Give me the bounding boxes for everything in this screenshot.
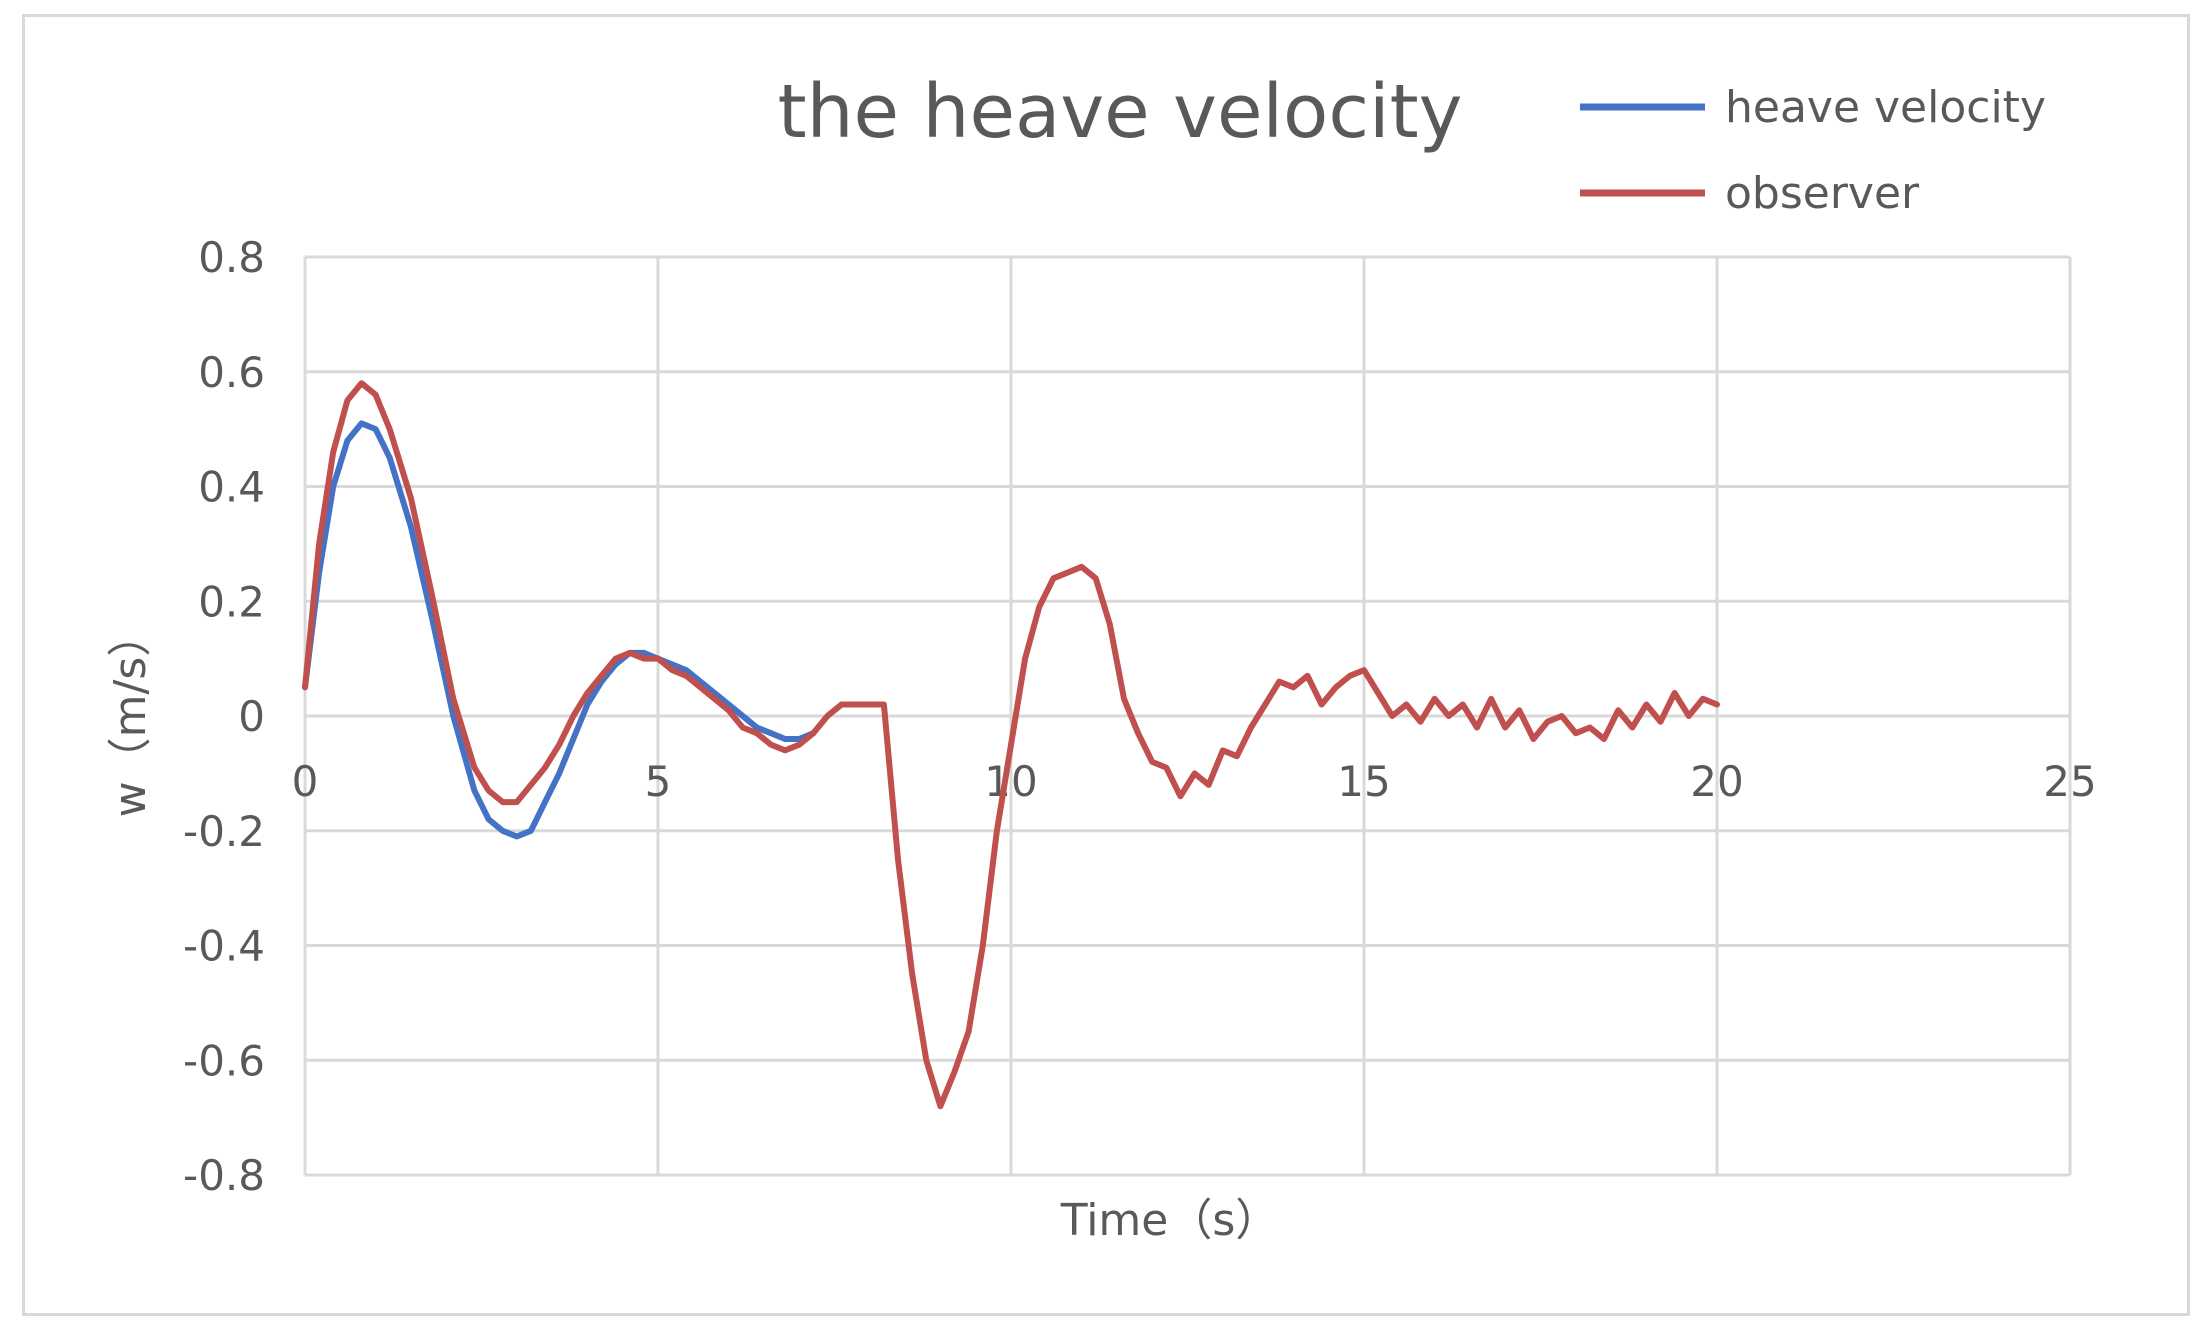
y-tick-label: 0.4	[198, 463, 265, 512]
chart-title: the heave velocity	[778, 69, 1463, 155]
y-axis-label: w（m/s）	[105, 613, 156, 818]
y-tick-label: 0	[238, 692, 265, 741]
x-tick-labels: 0 5 10 15 20 25	[292, 757, 2097, 806]
chart-frame	[22, 14, 2190, 1316]
y-tick-label: -0.4	[183, 922, 265, 971]
legend: heave velocity observer	[1580, 82, 2046, 219]
y-tick-label: 0.6	[198, 348, 265, 397]
series-line-observer	[302, 380, 1720, 1110]
legend-label-heave-velocity: heave velocity	[1725, 82, 2046, 133]
x-tick-label: 25	[2043, 757, 2096, 806]
y-tick-labels: 0.8 0.6 0.4 0.2 0 -0.2 -0.4 -0.6 -0.8	[183, 233, 265, 1200]
x-tick-label: 20	[1690, 757, 1743, 806]
y-tick-label: -0.8	[183, 1151, 265, 1200]
y-tick-label: -0.2	[183, 807, 265, 856]
x-tick-label: 15	[1337, 757, 1390, 806]
x-tick-label: 10	[984, 757, 1037, 806]
x-tick-label: 0	[292, 757, 319, 806]
series-lines	[302, 380, 1720, 1110]
series-line-heave-velocity	[302, 420, 817, 840]
grid-lines	[303, 255, 2072, 1177]
x-axis-label: Time（s）	[1060, 1195, 1280, 1246]
y-tick-label: 0.2	[198, 577, 265, 626]
x-tick-label: 5	[645, 757, 672, 806]
legend-label-observer: observer	[1725, 168, 1920, 219]
y-tick-label: 0.8	[198, 233, 265, 282]
y-tick-label: -0.6	[183, 1036, 265, 1085]
